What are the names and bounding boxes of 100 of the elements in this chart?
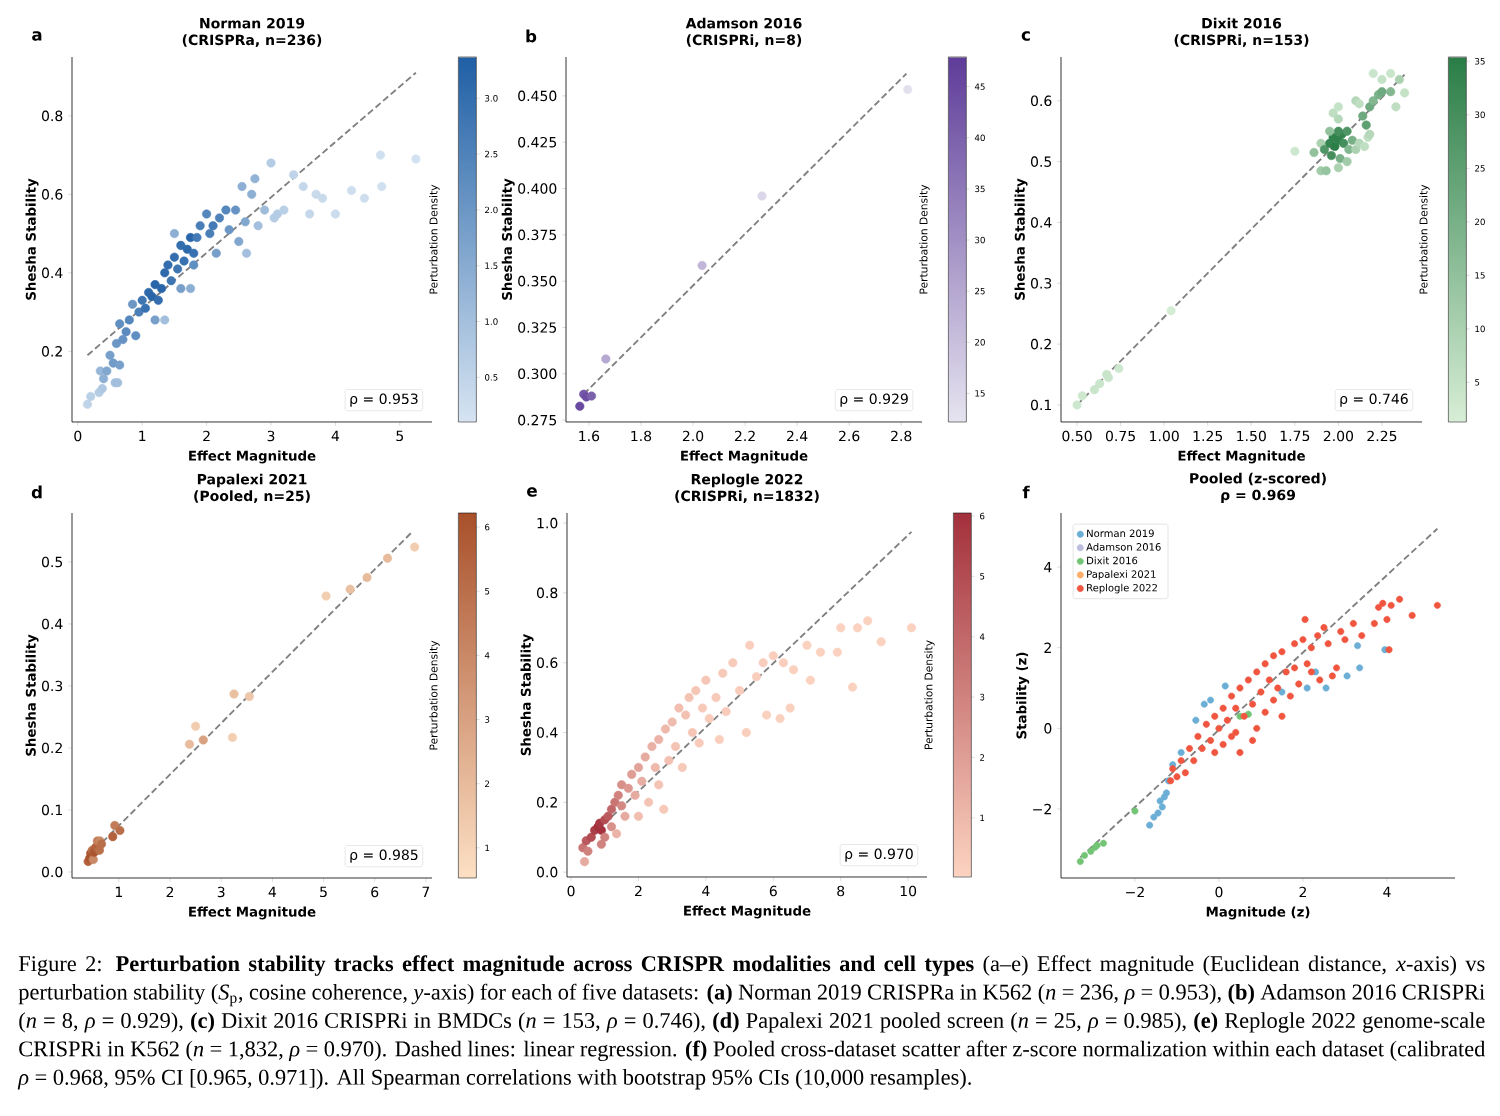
- color-bar-label: 2: [485, 780, 490, 787]
- color-bar-label: 20: [1475, 218, 1485, 226]
- legend-label: Replogle 2022: [1087, 583, 1157, 594]
- y-tick-label: 4: [1044, 561, 1052, 573]
- x-tick-label: 1: [139, 430, 146, 441]
- x-tick-label: 0.75: [1105, 430, 1135, 442]
- x-tick-label: 0.50: [1062, 430, 1092, 442]
- y-tick-label: 0: [1044, 723, 1052, 734]
- text: e: [527, 487, 537, 497]
- y-tick-label: 0.5: [41, 556, 63, 568]
- color-bar-label: 20: [975, 338, 985, 346]
- chart-title: Norman 2019: [200, 17, 305, 29]
- y-tick-label: 0.400: [518, 183, 557, 194]
- y-tick-label: 0.4: [1030, 217, 1052, 228]
- x-tick-label: 2.25: [1367, 430, 1397, 442]
- y-tick-label: 0.275: [518, 414, 557, 426]
- y-tick-label: 0.8: [536, 587, 558, 599]
- x-tick-label: 1.50: [1237, 430, 1266, 442]
- legend-label: Adamson 2016: [1086, 542, 1161, 551]
- color-bar-title: Perturbation Density: [919, 184, 930, 294]
- x-tick-label: 1.6: [579, 430, 600, 442]
- color-bar-label: 3.0: [485, 95, 498, 102]
- y-tick-label: 0.325: [518, 322, 557, 333]
- color-bar-title: Perturbation Density: [924, 640, 935, 749]
- x-axis-title: Effect Magnitude: [1178, 450, 1305, 464]
- chart-title: Papalexi 2021: [197, 473, 307, 488]
- text: c: [1021, 31, 1030, 41]
- y-tick-label: 0.6: [41, 189, 63, 200]
- chart-title: Replogle 2022: [691, 473, 803, 488]
- x-tick-label: 2.4: [786, 430, 808, 442]
- color-bar-label: 15: [975, 390, 985, 397]
- color-bar-title: Perturbation Density: [1419, 184, 1430, 294]
- x-tick-label: 3: [267, 430, 275, 442]
- color-bar-label: 30: [975, 236, 985, 244]
- color-bar-label: 15: [1475, 272, 1485, 279]
- x-tick-label: 2: [166, 886, 174, 898]
- y-tick-label: 0.1: [1030, 399, 1051, 411]
- chart-subtitle: (Pooled, n=25): [194, 490, 310, 503]
- y-tick-label: 0.425: [518, 136, 557, 148]
- x-tick-label: 4: [702, 885, 710, 896]
- x-tick-label: 2.2: [734, 430, 755, 442]
- y-tick-label: 0.375: [518, 229, 557, 241]
- x-axis-title: Effect Magnitude: [189, 450, 316, 464]
- color-bar-label: 6: [485, 523, 490, 531]
- color-bar-label: 5: [1475, 379, 1480, 386]
- x-tick-label: 2.8: [891, 430, 912, 442]
- color-bar-label: 1: [485, 844, 490, 851]
- x-tick-label: 2: [203, 430, 210, 442]
- color-bar-label: 45: [974, 83, 985, 90]
- y-tick-label: 0.3: [41, 680, 63, 692]
- x-tick-label: 7: [422, 886, 430, 897]
- y-tick-label: −2: [1033, 803, 1051, 815]
- y-tick-label: 0.5: [1030, 156, 1052, 167]
- y-axis-title: Shesha Stability: [520, 633, 534, 756]
- y-tick-label: 2: [1044, 642, 1051, 653]
- annotation: ρ = 0.929: [840, 393, 908, 407]
- color-bar-label: 3: [980, 693, 985, 701]
- x-tick-label: 0: [74, 430, 82, 442]
- annotation: ρ = 0.746: [1340, 393, 1408, 407]
- color-bar-label: 25: [1475, 165, 1485, 172]
- x-tick-label: 6: [371, 886, 379, 898]
- x-tick-label: 5: [320, 886, 327, 898]
- x-axis-title: Effect Magnitude: [189, 906, 316, 920]
- y-tick-label: 0.2: [536, 797, 557, 808]
- chart-subtitle: (CRISPRa, n=236): [182, 34, 322, 47]
- x-tick-label: 3: [217, 886, 225, 898]
- chart-title: Pooled (z-scored): [1190, 472, 1326, 486]
- x-tick-label: 0: [1215, 886, 1223, 898]
- x-tick-label: 8: [837, 885, 845, 897]
- y-axis-title: Stability (z): [1016, 652, 1030, 739]
- chart-subtitle: ρ = 0.969: [1221, 489, 1296, 503]
- color-bar-label: 35: [1475, 58, 1485, 65]
- x-tick-label: −2: [1126, 886, 1144, 898]
- color-bar-label: 1: [980, 814, 985, 821]
- x-tick-label: 10: [900, 885, 917, 897]
- x-tick-label: 1: [115, 886, 123, 897]
- text: d: [31, 485, 42, 499]
- color-bar-title: Perturbation Density: [429, 640, 440, 750]
- y-tick-label: 0.450: [518, 90, 557, 102]
- legend-label: Norman 2019: [1087, 529, 1154, 538]
- color-bar-label: 5: [485, 588, 490, 595]
- y-axis-title: Shesha Stability: [25, 634, 39, 756]
- color-bar-label: 4: [484, 652, 490, 659]
- x-axis-title: Effect Magnitude: [681, 450, 808, 464]
- annotation: ρ = 0.985: [350, 849, 418, 863]
- x-tick-label: 1.25: [1193, 430, 1223, 442]
- x-tick-label: 4: [268, 886, 277, 897]
- legend-label: Dixit 2016: [1087, 556, 1138, 565]
- color-bar-label: 2: [980, 754, 985, 761]
- y-axis-title: Shesha Stability: [25, 178, 39, 300]
- x-tick-label: 5: [396, 430, 404, 442]
- color-bar-label: 10: [1475, 325, 1485, 333]
- y-tick-label: 0.4: [536, 727, 558, 738]
- x-tick-label: 1.8: [631, 430, 652, 442]
- x-tick-label: 4: [331, 430, 340, 441]
- color-bar-label: 1.0: [485, 318, 498, 325]
- y-tick-label: 0.1: [41, 804, 62, 816]
- text: f: [1022, 485, 1030, 499]
- annotation: ρ = 0.953: [350, 393, 418, 407]
- x-tick-label: 4: [1383, 886, 1391, 897]
